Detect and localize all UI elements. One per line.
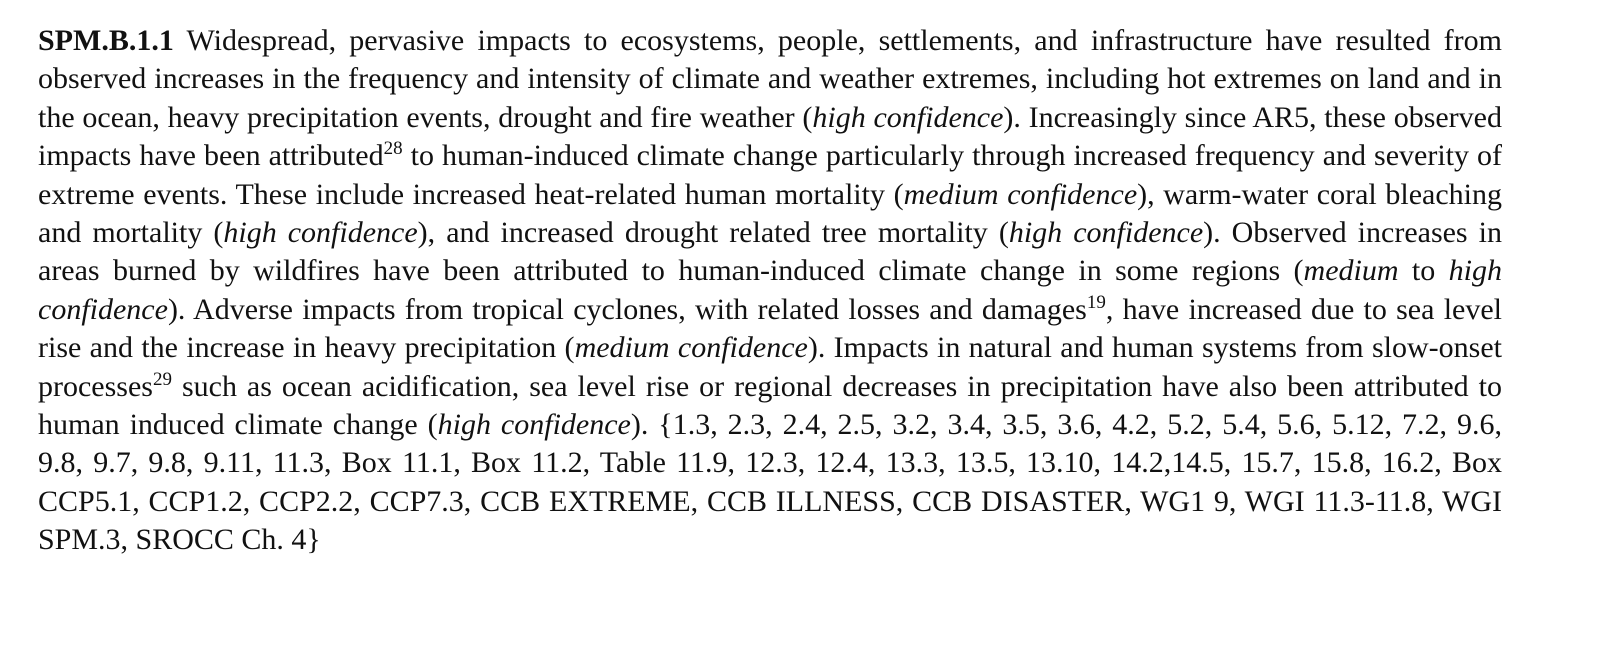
confidence-term: high confidence <box>1008 216 1204 250</box>
text-segment: ), and increased drought related tree mo… <box>417 216 1009 250</box>
text-segment: to <box>1398 254 1449 288</box>
confidence-term: medium <box>1303 254 1399 288</box>
text-segment: ), warm-water coral bleaching and mortal… <box>38 177 1502 250</box>
paragraph-label: SPM.B.1.1 <box>38 24 174 57</box>
confidence-term: high confidence <box>38 254 1502 326</box>
text-segment: ). Observed increases in areas burned by… <box>38 216 1502 288</box>
confidence-term: high confidence <box>812 100 1004 134</box>
text-segment: , have increased due to sea level rise a… <box>38 292 1502 365</box>
document-page: SPM.B.1.1 Widespread, pervasive impacts … <box>38 22 1502 560</box>
footnote-ref: 29 <box>152 368 172 390</box>
text-segment: ). Adverse impacts from tropical cyclone… <box>167 292 1087 326</box>
footnote-ref: 28 <box>383 138 403 160</box>
text-segment: such as ocean acidification, sea level r… <box>38 369 1502 442</box>
footnote-ref: 19 <box>1086 291 1106 313</box>
confidence-term: medium confidence <box>903 177 1138 211</box>
text-segment: ). Impacts in natural and human systems … <box>38 331 1502 403</box>
text-segment: ). Increasingly since AR5, these observe… <box>38 100 1502 173</box>
paragraph-spm-b-1-1: SPM.B.1.1 Widespread, pervasive impacts … <box>38 22 1502 560</box>
references-segment: ). {1.3, 2.3, 2.4, 2.5, 3.2, 3.4, 3.5, 3… <box>38 408 1502 557</box>
text-segment: to human-induced climate change particul… <box>38 139 1502 211</box>
confidence-term: high confidence <box>223 216 418 250</box>
confidence-term: high confidence <box>437 408 631 442</box>
confidence-term: medium confidence <box>574 331 808 365</box>
text-segment: Widespread, pervasive impacts to ecosyst… <box>38 24 1502 134</box>
